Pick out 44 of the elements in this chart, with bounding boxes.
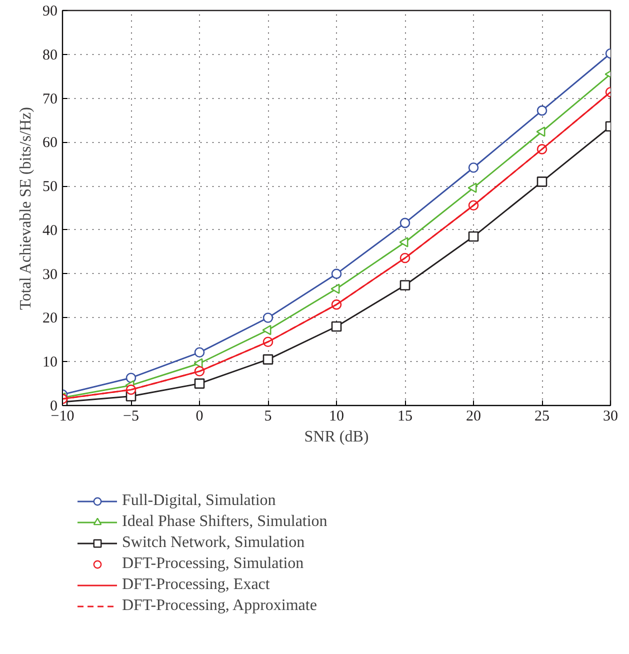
x-tick-label: 20	[466, 408, 481, 424]
legend-label: DFT-Processing, Exact	[122, 576, 270, 594]
legend-label: Ideal Phase Shifters, Simulation	[122, 513, 328, 531]
point	[536, 105, 548, 116]
x-axis-title: SNR (dB)	[304, 428, 369, 446]
y-tick-label: 50	[42, 179, 58, 196]
x-tick-label: 10	[329, 408, 344, 424]
point	[126, 372, 136, 383]
point	[194, 378, 205, 389]
y-tick-label: 20	[42, 310, 58, 327]
point	[194, 347, 205, 358]
y-tick-label: 40	[42, 222, 58, 239]
y-axis-title: Total Achievable SE (bits/s/Hz)	[18, 107, 34, 310]
point	[262, 354, 274, 365]
legend-label: Switch Network, Simulation	[122, 534, 305, 552]
point	[262, 312, 274, 323]
point	[400, 280, 410, 290]
point	[468, 231, 479, 242]
point	[399, 237, 408, 248]
legend-label: Full-Digital, Simulation	[122, 492, 276, 510]
point	[331, 268, 342, 279]
y-tick-label: 30	[42, 266, 58, 283]
y-tick-label: 10	[42, 354, 58, 371]
point	[536, 176, 548, 187]
x-tick-label: 25	[534, 408, 550, 424]
point	[536, 126, 546, 137]
y-tick-label: 60	[42, 135, 58, 152]
y-tick-label: 70	[42, 91, 58, 108]
y-tick-label: 0	[50, 398, 58, 414]
x-tick-label: 5	[264, 408, 272, 424]
x-tick-label: −5	[123, 408, 139, 424]
x-tick-label: 30	[603, 408, 618, 424]
legend-label: DFT-Processing, Simulation	[122, 555, 304, 573]
y-tick-label: 90	[42, 4, 58, 20]
point	[330, 284, 340, 294]
x-tick-label: 15	[398, 408, 412, 424]
point	[468, 182, 477, 193]
point	[331, 321, 342, 332]
point	[400, 218, 410, 228]
legend-label: DFT-Processing, Approximate	[122, 597, 317, 615]
y-tick-label: 80	[42, 47, 58, 64]
point	[468, 162, 479, 173]
x-tick-label: 0	[196, 408, 204, 424]
point	[262, 324, 272, 336]
